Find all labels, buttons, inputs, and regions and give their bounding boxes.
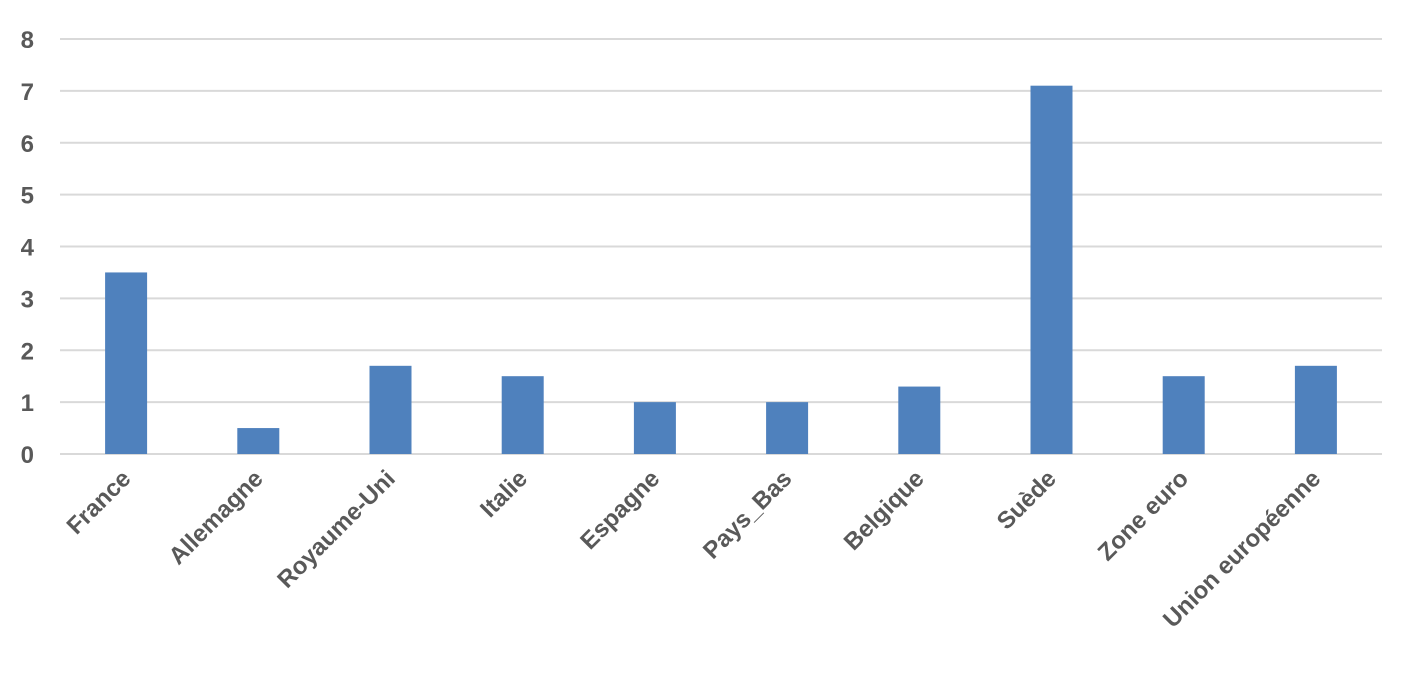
bar-zone-euro	[1162, 376, 1205, 454]
x-category-label: Pays_Bas	[698, 465, 797, 564]
y-tick-label: 3	[21, 286, 34, 313]
y-tick-label: 5	[21, 183, 34, 210]
x-category-label: Suède	[992, 465, 1062, 535]
y-tick-label: 0	[21, 442, 34, 469]
bar-royaume-uni	[369, 365, 412, 454]
y-tick-label: 4	[21, 235, 35, 262]
gridlines	[60, 38, 1382, 455]
bar-pays-bas	[766, 402, 809, 454]
bar-allemagne	[237, 428, 280, 454]
x-category-label: Belgique	[839, 465, 930, 556]
y-tick-label: 6	[21, 131, 34, 158]
x-category-label: France	[62, 465, 137, 540]
x-category-label: Royaume-Uni	[272, 465, 400, 593]
y-tick-label: 8	[21, 27, 34, 54]
bars	[105, 85, 1337, 454]
x-category-label: Italie	[475, 465, 533, 523]
y-tick-label: 2	[21, 338, 34, 365]
y-tick-label: 1	[21, 390, 34, 417]
y-axis-tick-labels: 0 1 2 3 4 5 6 7 8	[21, 27, 35, 469]
x-category-label: Allemagne	[164, 465, 269, 570]
y-tick-label: 7	[21, 79, 34, 106]
x-category-label: Espagne	[575, 465, 665, 555]
x-axis-category-labels: France Allemagne Royaume-Uni Italie Espagne P…	[62, 465, 1327, 633]
bar-belgique	[898, 386, 941, 454]
bar-union-europ-enne	[1294, 365, 1337, 454]
bar-su-de	[1030, 85, 1073, 454]
bar-espagne	[633, 402, 676, 454]
bar-italie	[501, 376, 544, 454]
x-category-label: Zone euro	[1093, 465, 1194, 566]
bar-france	[105, 272, 148, 454]
